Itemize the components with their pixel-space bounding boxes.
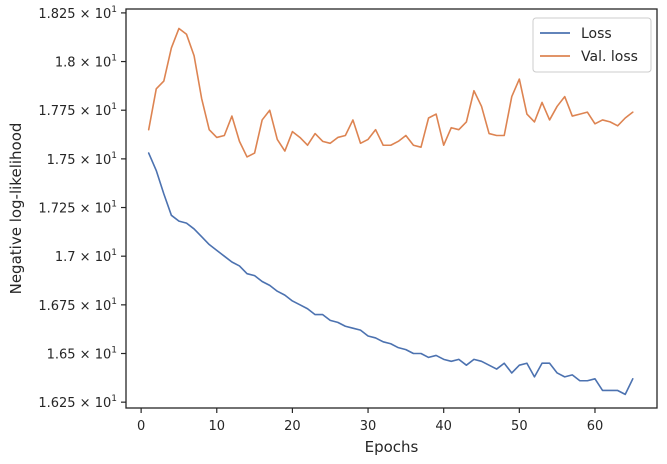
y-tick-mantissa: 1.775 [38,104,75,119]
x-tick-label: 60 [587,419,604,434]
y-tick-exponent: 1 [111,394,117,404]
y-tick-times: × [76,396,95,411]
x-tick-label: 30 [360,419,377,434]
y-tick-base: 10 [95,396,112,411]
y-tick-label: 1.825 × 101 [38,5,117,22]
plot-area-frame [125,8,658,409]
legend: Loss Val. loss [532,17,652,73]
y-tick-times: × [76,7,95,22]
y-tick-mantissa: 1.675 [38,299,75,314]
y-tick-label: 1.675 × 101 [38,297,117,314]
legend-label: Val. loss [581,49,638,65]
y-tick-base: 10 [95,348,112,363]
y-tick-mantissa: 1.75 [47,153,76,168]
y-tick-times: × [76,56,95,71]
x-axis-ticks: 0 10 20 30 40 50 60 [137,408,603,434]
y-tick-mantissa: 1.725 [38,202,75,217]
x-axis-title: Epochs [365,438,419,456]
y-tick-exponent: 1 [111,200,117,210]
x-tick-label: 0 [137,419,145,434]
y-tick-label: 1.7 × 101 [55,248,117,265]
y-tick-label: 1.625 × 101 [38,394,117,411]
x-tick-label: 40 [435,419,452,434]
y-tick-label: 1.8 × 101 [55,54,117,71]
legend-label: Loss [581,26,612,42]
y-tick-times: × [76,202,95,217]
y-tick-mantissa: 1.7 [55,250,76,265]
x-tick-label: 20 [284,419,301,434]
y-tick-times: × [76,104,95,119]
y-tick-label: 1.75 × 101 [47,151,117,168]
x-tick-label: 50 [511,419,528,434]
y-tick-label: 1.725 × 101 [38,200,117,217]
series-line-0 [147,152,634,396]
y-tick-mantissa: 1.825 [38,7,75,22]
y-tick-times: × [76,299,95,314]
y-tick-base: 10 [95,299,112,314]
y-tick-base: 10 [95,202,112,217]
y-tick-times: × [76,250,95,265]
legend-box [532,17,652,73]
y-tick-base: 10 [95,56,112,71]
y-tick-exponent: 1 [111,297,117,307]
y-tick-label: 1.775 × 101 [38,102,117,119]
y-tick-exponent: 1 [111,248,117,258]
y-tick-base: 10 [95,104,112,119]
y-tick-exponent: 1 [111,5,117,15]
x-tick-label: 10 [208,419,225,434]
y-tick-times: × [76,153,95,168]
y-tick-base: 10 [95,250,112,265]
series-layer [147,27,634,396]
y-tick-base: 10 [95,153,112,168]
y-tick-times: × [76,348,95,363]
y-tick-label: 1.65 × 101 [47,346,117,363]
y-axis-title: Negative log-likelihood [7,123,25,295]
y-tick-exponent: 1 [111,151,117,161]
y-tick-exponent: 1 [111,102,117,112]
y-tick-exponent: 1 [111,54,117,64]
y-tick-mantissa: 1.8 [55,56,76,71]
series-line-1 [147,27,634,158]
y-tick-base: 10 [95,7,112,22]
y-tick-exponent: 1 [111,346,117,356]
y-tick-mantissa: 1.625 [38,396,75,411]
y-tick-mantissa: 1.65 [47,348,76,363]
